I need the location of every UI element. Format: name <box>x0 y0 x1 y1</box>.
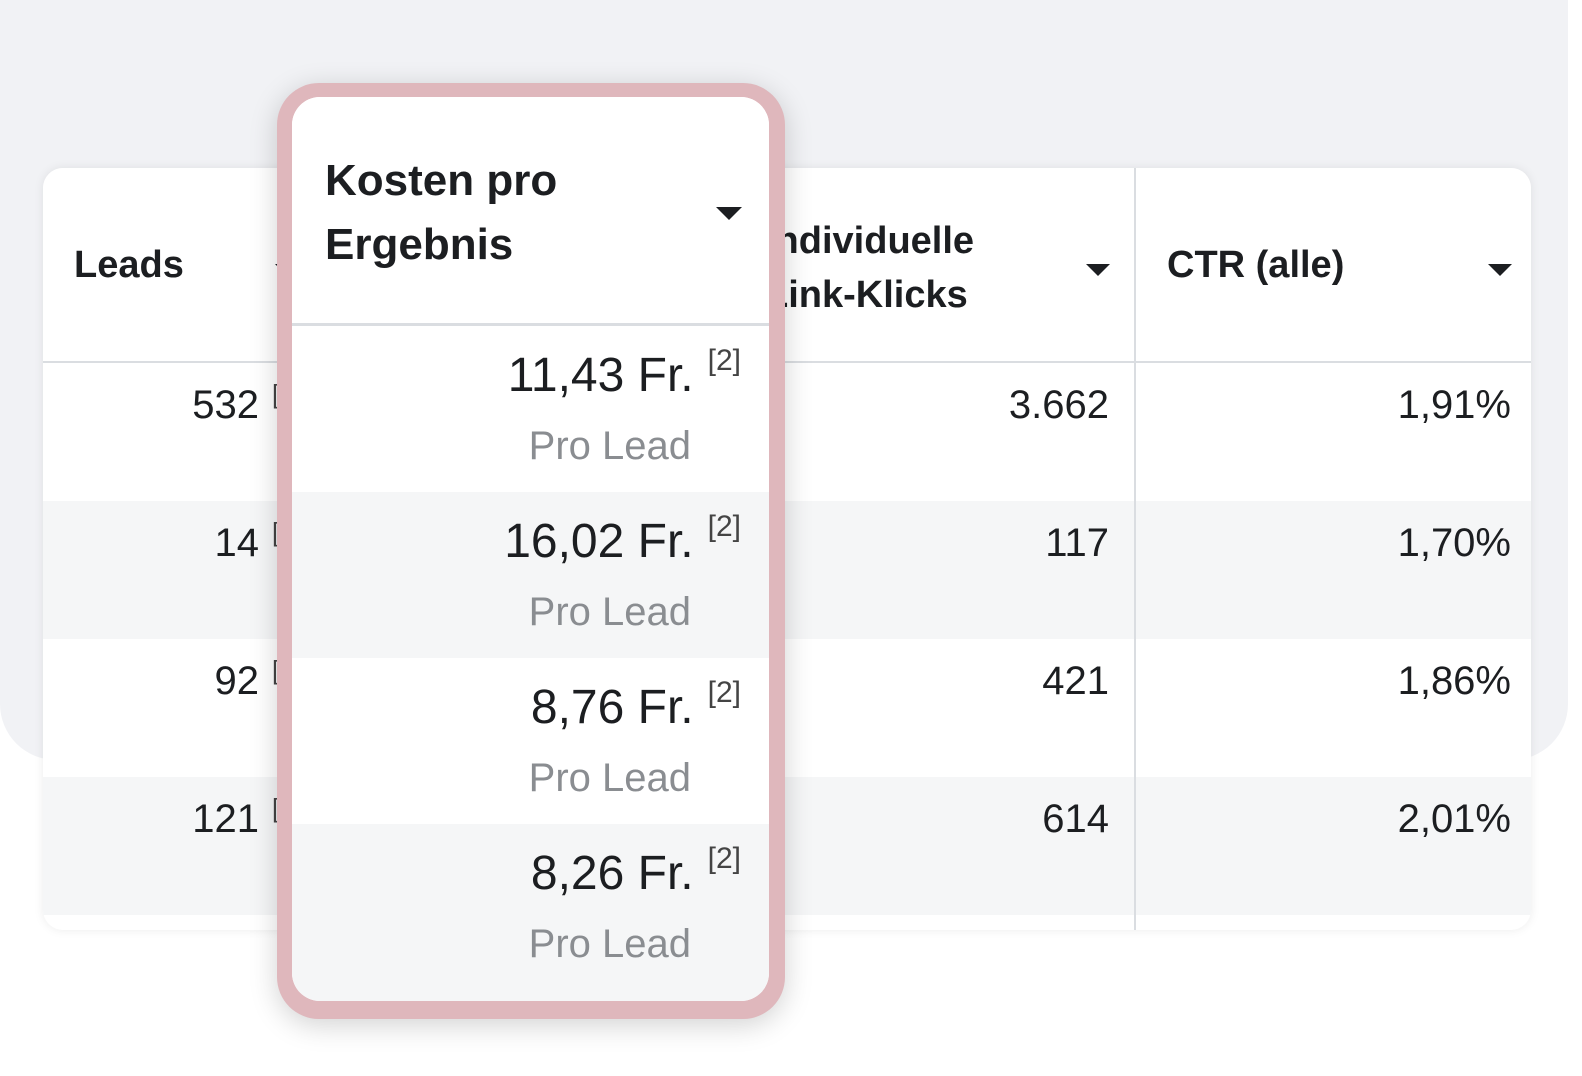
cost-unit: Pro Lead <box>528 922 691 966</box>
leads-value: 92 <box>214 659 260 703</box>
cost-unit: Pro Lead <box>528 756 691 800</box>
ctr-value: 1,70% <box>1397 521 1511 565</box>
caret-down-icon[interactable] <box>1086 264 1110 276</box>
cost-value: 8,76 Fr. [2] <box>530 676 741 734</box>
highlighted-column-cost-per-result: Kosten pro Ergebnis 11,43 Fr. [2] Pro Lea… <box>292 97 769 1001</box>
link-clicks-value: 421 <box>1042 659 1109 703</box>
ctr-value: 2,01% <box>1397 797 1511 841</box>
ctr-value: 1,86% <box>1397 659 1511 703</box>
leads-value: 121 <box>192 797 259 841</box>
table-row: 92 [2 421 1,86% <box>43 639 1531 777</box>
caret-down-icon[interactable] <box>1488 264 1512 276</box>
column-header-ctr[interactable]: CTR (alle) <box>1167 244 1345 286</box>
table-header: Leads Individuelle Link-Klicks CTR (alle… <box>43 168 1531 363</box>
cost-unit: Pro Lead <box>528 590 691 634</box>
column-header-link-clicks[interactable]: Individuelle Link-Klicks <box>765 220 975 316</box>
cost-value: 11,43 Fr. [2] <box>507 344 741 402</box>
column-divider <box>1134 168 1136 930</box>
table-row: 16,02 Fr. [2] Pro Lead <box>292 492 769 658</box>
column-header-leads[interactable]: Leads <box>74 244 184 286</box>
cost-value: 8,26 Fr. [2] <box>530 842 741 900</box>
link-clicks-value: 3.662 <box>1008 383 1109 427</box>
column-header-cost-per-result[interactable]: Kosten pro Ergebnis <box>292 97 769 326</box>
table-row: 8,26 Fr. [2] Pro Lead <box>292 824 769 1001</box>
link-clicks-value: 117 <box>1045 521 1109 565</box>
cost-value: 16,02 Fr. [2] <box>504 510 741 568</box>
ctr-value: 1,91% <box>1397 383 1511 427</box>
table-row: 14 [2 117 1,70% <box>43 501 1531 639</box>
table-row: 8,76 Fr. [2] Pro Lead <box>292 658 769 824</box>
table-row: 532 [2 3.662 1,91% <box>43 363 1531 501</box>
table-row: 121 [2 614 2,01% <box>43 777 1531 915</box>
cost-unit: Pro Lead <box>528 424 691 468</box>
link-clicks-value: 614 <box>1042 797 1109 841</box>
leads-value: 14 <box>214 521 260 565</box>
caret-down-icon[interactable] <box>716 207 742 220</box>
ads-table: Leads Individuelle Link-Klicks CTR (alle… <box>43 168 1531 930</box>
leads-value: 532 <box>192 383 259 427</box>
table-row: 11,43 Fr. [2] Pro Lead <box>292 326 769 492</box>
